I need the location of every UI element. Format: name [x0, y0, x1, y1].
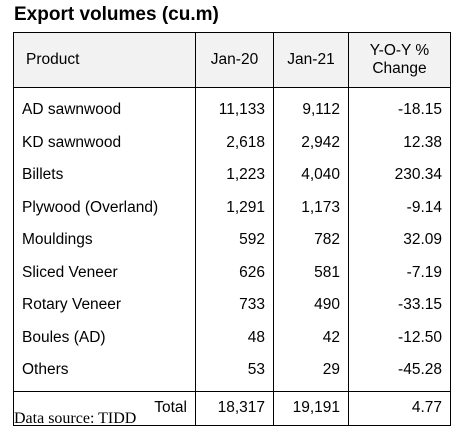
cell-jan20: 1,291 — [195, 191, 274, 224]
col-header-yoy-line1: Y-O-Y % — [369, 42, 430, 59]
table-row: Billets 1,223 4,040 230.34 — [13, 159, 451, 192]
col-header-yoy-change: Y-O-Y % Change — [348, 32, 451, 88]
total-jan20: 18,317 — [195, 390, 274, 426]
table-title: Export volumes (cu.m) — [14, 4, 219, 25]
table-row: Sliced Veneer 626 581 -7.19 — [13, 256, 451, 289]
cell-product: Billets — [13, 159, 196, 192]
cell-yoy-change: -45.28 — [348, 354, 451, 391]
col-header-jan21: Jan-21 — [273, 32, 349, 88]
table-row: Others 53 29 -45.28 — [13, 354, 451, 391]
table-row: AD sawnwood 11,133 9,112 -18.15 — [13, 87, 451, 127]
cell-jan20: 733 — [195, 289, 274, 322]
cell-jan21: 581 — [273, 256, 349, 289]
table-row: Rotary Veneer 733 490 -33.15 — [13, 289, 451, 322]
cell-jan21: 4,040 — [273, 159, 349, 192]
col-header-product: Product — [13, 32, 196, 88]
cell-jan20: 626 — [195, 256, 274, 289]
data-source-note: Data source: TIDD — [14, 410, 137, 427]
cell-yoy-change: 230.34 — [348, 159, 451, 192]
cell-jan21: 42 — [273, 321, 349, 354]
cell-yoy-change: -7.19 — [348, 256, 451, 289]
cell-product: Plywood (Overland) — [13, 191, 196, 224]
cell-jan20: 48 — [195, 321, 274, 354]
cell-yoy-change: 12.38 — [348, 126, 451, 159]
table-row: Boules (AD) 48 42 -12.50 — [13, 321, 451, 354]
cell-product: Rotary Veneer — [13, 289, 196, 322]
col-header-jan20: Jan-20 — [195, 32, 274, 88]
cell-product: Others — [13, 354, 196, 391]
cell-jan21: 490 — [273, 289, 349, 322]
export-volumes-table: Product Jan-20 Jan-21 Y-O-Y % Change AD … — [13, 32, 451, 426]
header-row: Product Jan-20 Jan-21 Y-O-Y % Change — [13, 32, 451, 88]
cell-jan20: 1,223 — [195, 159, 274, 192]
table-row: KD sawnwood 2,618 2,942 12.38 — [13, 126, 451, 159]
cell-jan21: 29 — [273, 354, 349, 391]
cell-yoy-change: -33.15 — [348, 289, 451, 322]
cell-jan20: 11,133 — [195, 87, 274, 127]
cell-jan20: 592 — [195, 224, 274, 257]
cell-jan20: 53 — [195, 354, 274, 391]
cell-jan21: 782 — [273, 224, 349, 257]
cell-jan21: 1,173 — [273, 191, 349, 224]
cell-yoy-change: -18.15 — [348, 87, 451, 127]
cell-product: KD sawnwood — [13, 126, 196, 159]
cell-jan21: 9,112 — [273, 87, 349, 127]
cell-yoy-change: -9.14 — [348, 191, 451, 224]
total-label: Total — [13, 390, 196, 426]
cell-jan21: 2,942 — [273, 126, 349, 159]
col-header-yoy-line2: Change — [372, 60, 427, 77]
cell-product: AD sawnwood — [13, 87, 196, 127]
cell-jan20: 2,618 — [195, 126, 274, 159]
cell-yoy-change: -12.50 — [348, 321, 451, 354]
cell-product: Boules (AD) — [13, 321, 196, 354]
table-row: Plywood (Overland) 1,291 1,173 -9.14 — [13, 191, 451, 224]
cell-product: Mouldings — [13, 224, 196, 257]
total-row: Total 18,317 19,191 4.77 — [13, 390, 451, 426]
total-jan21: 19,191 — [273, 390, 349, 426]
total-change: 4.77 — [348, 390, 451, 426]
cell-yoy-change: 32.09 — [348, 224, 451, 257]
cell-product: Sliced Veneer — [13, 256, 196, 289]
table-row: Mouldings 592 782 32.09 — [13, 224, 451, 257]
